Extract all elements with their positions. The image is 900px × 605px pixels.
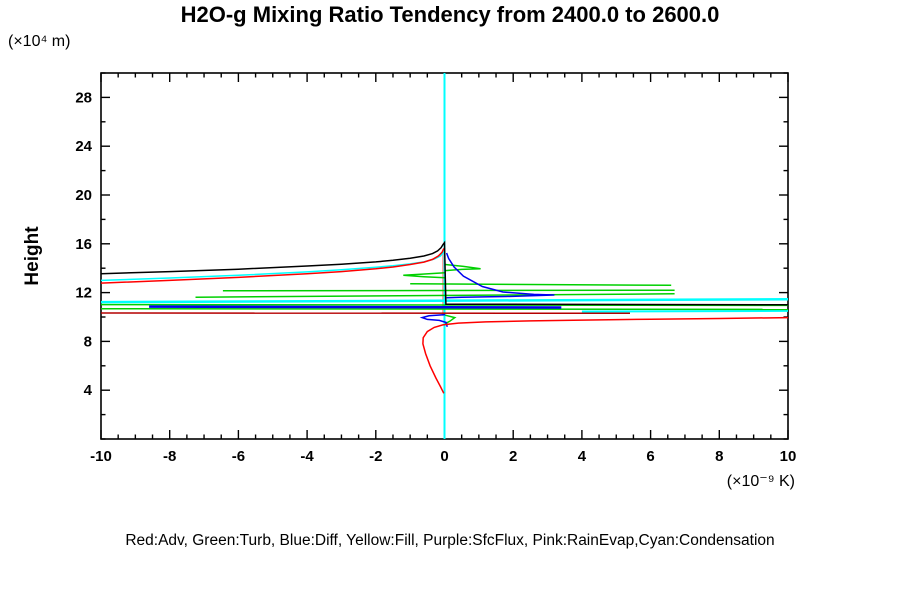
x-tick-label: -2 xyxy=(369,448,382,465)
series-turb-layer-line-a xyxy=(410,284,671,286)
x-tick-label: 10 xyxy=(780,448,797,465)
series-turb-layer-line-e xyxy=(101,309,788,310)
series-turb-bulge-left xyxy=(403,273,445,278)
series-condensation-layer-line-b xyxy=(582,311,788,312)
x-tick-label: 8 xyxy=(715,448,723,465)
x-tick-label: -8 xyxy=(163,448,176,465)
x-tick-label: -4 xyxy=(300,448,314,465)
x-tick-label: -6 xyxy=(232,448,245,465)
series-turb-layer-line-c xyxy=(196,294,675,297)
y-tick-label: 8 xyxy=(84,333,92,350)
series-adv-profile-lower xyxy=(423,318,788,394)
x-tick-label: 4 xyxy=(578,448,587,465)
y-tick-label: 12 xyxy=(75,285,92,302)
series-diff-layer-line xyxy=(149,307,561,308)
legend-caption: Red:Adv, Green:Turb, Blue:Diff, Yellow:F… xyxy=(0,532,900,550)
y-tick-label: 24 xyxy=(75,138,92,155)
x-tick-label: -10 xyxy=(90,448,112,465)
y-tick-label: 20 xyxy=(75,187,92,204)
y-tick-label: 4 xyxy=(84,382,93,399)
y-tick-label: 16 xyxy=(75,236,92,253)
x-tick-label: 6 xyxy=(646,448,654,465)
series-group xyxy=(101,73,788,439)
series-turb-layer-line-b xyxy=(223,290,675,291)
series-turb-spike-right xyxy=(445,265,480,271)
y-axis-title: Height xyxy=(22,226,43,286)
x-tick-label: 0 xyxy=(440,448,448,465)
y-tick-label: 28 xyxy=(75,89,92,106)
x-tick-label: 2 xyxy=(509,448,517,465)
series-condensation-layer-line-a xyxy=(101,299,788,302)
x-axis-unit-label: (×10⁻⁹ K) xyxy=(727,473,795,490)
